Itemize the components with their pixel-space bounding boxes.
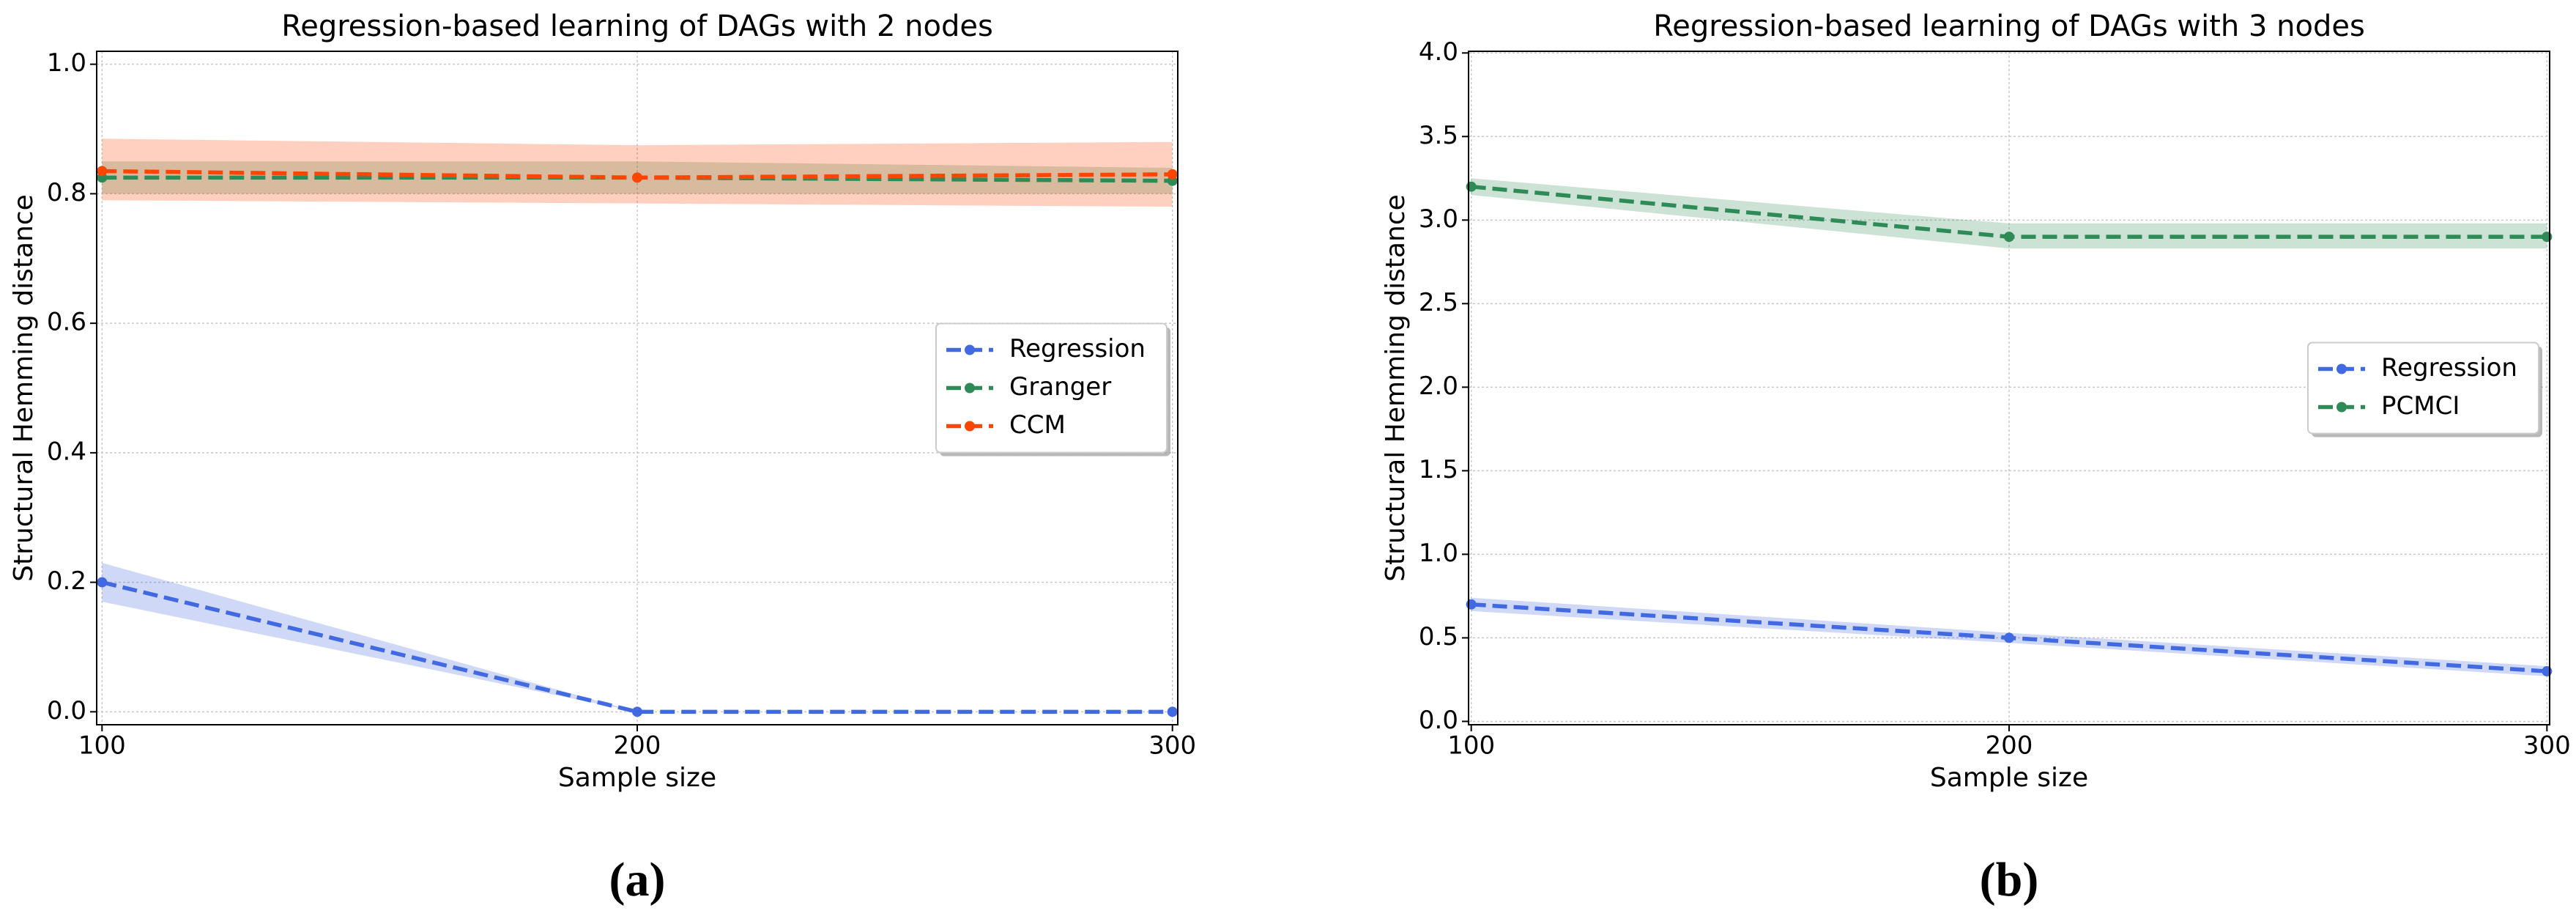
y-tick-label: 1.5 [1419,455,1458,484]
point [1466,599,1477,610]
x-tick-label: 200 [1986,731,2033,761]
x-tick-label: 300 [2523,731,2571,761]
legend-label: Regression [1009,334,1146,363]
chart: Regression-based learning of DAGs with 3… [1381,10,2571,906]
legend-marker [2336,402,2347,413]
legend-label: PCMCI [2381,391,2460,421]
x-tick-label: 300 [1148,731,1196,761]
x-tick-label: 200 [614,731,661,761]
y-tick-label: 0.8 [47,178,86,207]
legend-marker [965,383,975,394]
y-axis-label: Structural Hemming distance [1381,194,1411,582]
point [2542,232,2553,243]
axes-frame [1468,51,2550,725]
axes-frame [96,51,1178,725]
confidence-band [1471,178,2547,249]
point [97,577,108,588]
point [632,706,642,717]
point [2542,666,2553,677]
point [97,166,108,177]
y-tick-label: 0.0 [1419,706,1458,735]
y-tick-label: 1.0 [47,48,86,78]
caption: (a) [609,853,666,906]
chart-title: Regression-based learning of DAGs with 3… [1653,10,2365,43]
y-tick-label: 0.0 [47,696,86,725]
point [2004,232,2014,243]
legend [935,322,1168,454]
legend-label: CCM [1009,410,1066,440]
series-line [101,580,1173,714]
legend-label: Regression [2381,353,2517,383]
y-tick-label: 3.0 [1419,204,1458,234]
x-tick-label: 100 [1447,731,1495,761]
y-tick-label: 0.4 [47,437,86,466]
y-tick-label: 0.6 [47,308,86,337]
y-tick-label: 1.0 [1419,539,1458,568]
legend-label: Granger [1009,372,1111,402]
legend [2307,341,2539,435]
chart-title: Regression-based learning of DAGs with 2… [281,10,993,43]
point [1466,181,1477,192]
caption: (b) [1980,853,2039,906]
y-axis-label: Structural Hemming distance [9,194,39,582]
x-tick-label: 100 [78,731,126,761]
legend-marker [965,421,975,432]
legend-marker [965,344,975,355]
y-tick-label: 0.5 [1419,622,1458,651]
y-tick-label: 2.5 [1419,288,1458,317]
point [1167,169,1178,180]
point [1167,706,1178,717]
y-tick-label: 0.2 [47,566,86,596]
confidence-band [102,563,1173,712]
point [632,172,642,183]
point [2004,632,2014,643]
chart: Regression-based learning of DAGs with 2… [9,10,1196,906]
x-axis-label: Sample size [558,763,716,793]
y-tick-label: 4.0 [1419,37,1458,67]
y-tick-label: 3.5 [1419,121,1458,150]
x-axis-label: Sample size [1930,763,2088,793]
y-tick-label: 2.0 [1419,372,1458,401]
legend-marker [2336,363,2347,374]
